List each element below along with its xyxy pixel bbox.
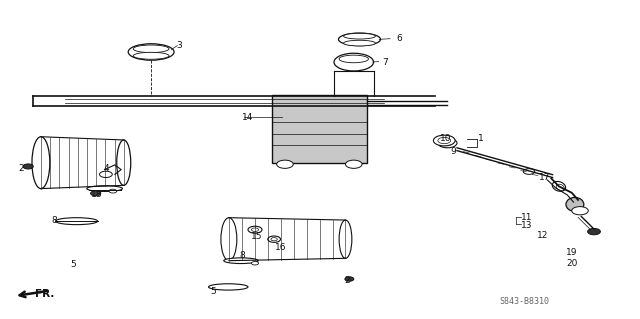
Text: 1: 1 [478,134,484,143]
Ellipse shape [271,238,277,241]
Text: 17: 17 [539,173,550,182]
Text: 2: 2 [18,164,24,173]
Ellipse shape [252,262,259,265]
Text: 18: 18 [91,190,102,199]
Text: 8: 8 [51,216,57,225]
Ellipse shape [209,284,248,290]
Text: 4: 4 [103,164,109,173]
Ellipse shape [116,140,131,185]
Text: 10: 10 [440,134,451,143]
Ellipse shape [556,184,564,190]
Ellipse shape [32,137,50,189]
Text: 3: 3 [177,41,182,50]
Ellipse shape [268,236,280,242]
Ellipse shape [224,258,258,263]
Ellipse shape [345,277,354,281]
Text: 6: 6 [396,34,402,43]
Text: 14: 14 [243,113,253,122]
Text: 13: 13 [522,221,533,230]
Ellipse shape [252,228,259,232]
Text: 20: 20 [566,259,577,268]
Ellipse shape [23,164,33,169]
Ellipse shape [87,186,122,191]
Text: S843-B8310: S843-B8310 [499,297,549,306]
Circle shape [588,228,600,235]
Ellipse shape [339,220,352,258]
Text: 19: 19 [566,248,577,257]
Circle shape [572,207,588,215]
Text: 5: 5 [70,260,76,269]
Text: 7: 7 [383,58,388,67]
Ellipse shape [56,218,98,225]
Bar [272,95,367,163]
Ellipse shape [133,52,169,59]
Text: 9: 9 [450,147,456,156]
Ellipse shape [443,141,452,145]
Text: FR.: FR. [35,289,54,299]
Ellipse shape [552,182,566,191]
Ellipse shape [346,160,362,168]
Text: 12: 12 [538,231,548,240]
Ellipse shape [566,197,584,211]
Ellipse shape [128,44,174,60]
Ellipse shape [248,226,262,233]
Circle shape [91,191,100,196]
Ellipse shape [276,160,293,168]
Text: 11: 11 [522,212,533,222]
Ellipse shape [344,40,376,46]
Ellipse shape [339,55,369,63]
Text: 5: 5 [211,287,216,296]
Ellipse shape [438,137,451,144]
Circle shape [100,171,112,178]
Ellipse shape [438,138,457,148]
Ellipse shape [433,135,455,146]
Text: 8: 8 [239,251,245,260]
Text: 15: 15 [250,232,262,241]
Ellipse shape [339,33,381,46]
Ellipse shape [344,33,376,39]
Ellipse shape [221,218,237,261]
Circle shape [524,169,535,174]
Ellipse shape [109,189,116,193]
Ellipse shape [334,53,374,71]
Text: 16: 16 [275,243,287,252]
Text: 2: 2 [344,276,350,285]
Ellipse shape [133,45,169,53]
